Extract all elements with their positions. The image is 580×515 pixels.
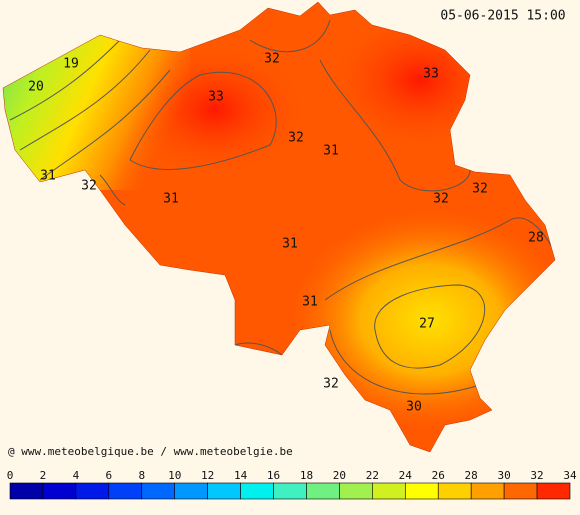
contour-label: 31 [163, 192, 179, 207]
colorbar-segment [470, 482, 505, 500]
colorbar-segment [404, 482, 439, 500]
colorbar-tick-label: 32 [530, 469, 543, 482]
colorbar-segment [9, 482, 44, 500]
colorbar-tick-label: 6 [106, 469, 113, 482]
colorbar-tick-label: 14 [234, 469, 248, 482]
temperature-field [3, 2, 555, 452]
colorbar-tick-label: 28 [465, 469, 478, 482]
colorbar-segment [372, 482, 406, 500]
colorbar-tick-label: 12 [201, 469, 214, 482]
colorbar-segment [306, 482, 340, 500]
credit: @ www.meteobelgique.be / www.meteobelgie… [8, 445, 293, 458]
contour-label: 33 [208, 90, 224, 105]
colorbar-tick-label: 24 [399, 469, 413, 482]
colorbar: 0 2 4 6 8 10 12 14 16 18 20 22 24 26 28 30 32 34 [7, 469, 577, 500]
contour-label: 31 [323, 144, 339, 159]
contour-label: 31 [40, 169, 56, 184]
contour-label: 30 [406, 400, 422, 415]
colorbar-segment [273, 482, 307, 500]
colorbar-segment [207, 482, 241, 500]
colorbar-segment [240, 482, 274, 500]
colorbar-tick-label: 16 [267, 469, 280, 482]
contour-label: 32 [81, 179, 97, 194]
contour-label: 20 [28, 80, 44, 95]
colorbar-tick-label: 0 [7, 469, 14, 482]
colorbar-segment [503, 482, 538, 500]
contour-label: 28 [528, 231, 544, 246]
colorbar-segment [437, 482, 472, 500]
colorbar-tick-label: 22 [366, 469, 379, 482]
contour-label: 32 [264, 52, 280, 67]
contour-label: 27 [419, 317, 435, 332]
colorbar-tick-label: 26 [432, 469, 445, 482]
colorbar-tick-label: 8 [138, 469, 145, 482]
contour-label: 32 [472, 182, 488, 197]
colorbar-segment [141, 482, 176, 500]
colorbar-tick-label: 34 [563, 469, 577, 482]
colorbar-segment [75, 482, 110, 500]
timestamp: 05-06-2015 15:00 [440, 9, 565, 24]
contour-label: 19 [63, 57, 79, 72]
contour-label: 32 [433, 192, 449, 207]
contour-label: 32 [323, 377, 339, 392]
contour-label: 31 [282, 237, 298, 252]
colorbar-segment [174, 482, 208, 500]
colorbar-tick-label: 10 [168, 469, 181, 482]
colorbar-segment [108, 482, 143, 500]
contour-label: 31 [302, 295, 318, 310]
colorbar-segment [536, 482, 571, 500]
contour-label: 32 [288, 131, 304, 146]
colorbar-tick-label: 2 [40, 469, 47, 482]
colorbar-tick-label: 30 [497, 469, 510, 482]
colorbar-tick-label: 20 [333, 469, 346, 482]
colorbar-tick-label: 4 [73, 469, 80, 482]
colorbar-tick-label: 18 [300, 469, 313, 482]
contour-label: 33 [423, 67, 439, 82]
colorbar-segment [339, 482, 373, 500]
colorbar-segment [42, 482, 77, 500]
border [2, 1, 556, 453]
